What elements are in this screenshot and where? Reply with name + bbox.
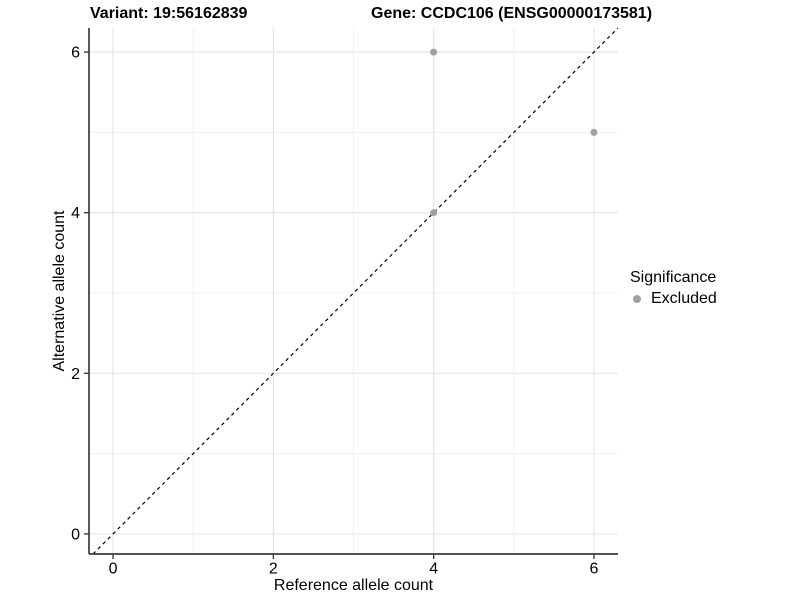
plot-title-variant: Variant: 19:56162839	[90, 5, 248, 22]
data-point	[430, 209, 438, 217]
x-tick-label: 6	[590, 561, 599, 578]
data-point	[430, 48, 438, 56]
y-tick-label: 4	[71, 205, 80, 222]
data-point	[590, 128, 598, 136]
plot-title-gene: Gene: CCDC106 (ENSG00000173581)	[371, 5, 653, 22]
y-tick-label: 0	[71, 526, 80, 543]
legend-title: Significance	[630, 269, 717, 286]
x-axis-title: Reference allele count	[273, 577, 434, 594]
identity-reference-line	[92, 27, 619, 555]
x-tick-label: 4	[429, 561, 438, 578]
x-tick-label: 2	[269, 561, 278, 578]
y-tick-label: 2	[71, 366, 80, 383]
legend-item-excluded: Excluded	[630, 290, 717, 308]
legend: Significance Excluded	[630, 269, 717, 308]
y-axis-title: Alternative allele count	[51, 210, 68, 372]
legend-point-icon	[633, 295, 641, 303]
legend-item-label: Excluded	[651, 290, 717, 307]
x-tick-label: 0	[109, 561, 118, 578]
y-tick-label: 6	[71, 45, 80, 62]
